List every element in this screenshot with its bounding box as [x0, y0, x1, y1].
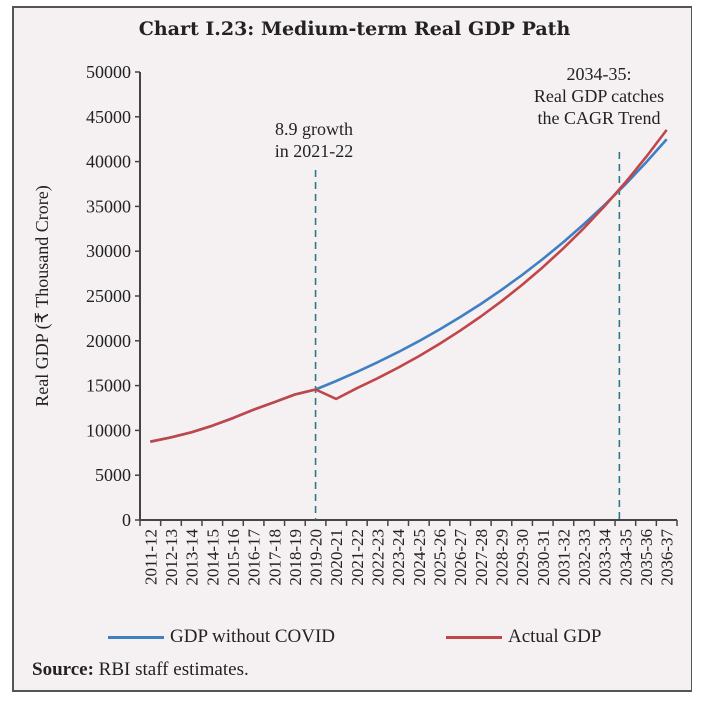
- y-tick-label: 15000: [86, 376, 131, 396]
- x-tick-label: 2018-19: [286, 529, 305, 586]
- x-tick-label: 2030-31: [534, 529, 553, 586]
- x-tick-label: 2034-35: [616, 529, 635, 586]
- x-tick-label: 2012-13: [162, 529, 181, 586]
- x-tick-label: 2031-32: [554, 529, 573, 586]
- x-tick-label: 2028-29: [492, 529, 511, 586]
- legend-item-gdp-without-covid: GDP without COVID: [108, 626, 335, 648]
- annotation-text: in 2021-22: [275, 141, 354, 161]
- x-tick-label: 2033-34: [596, 529, 615, 586]
- x-tick-label: 2029-30: [513, 529, 532, 586]
- x-tick-label: 2017-18: [265, 529, 284, 586]
- y-tick-label: 45000: [86, 107, 131, 127]
- x-tick-label: 2016-17: [245, 529, 264, 586]
- annotation-text: the CAGR Trend: [537, 108, 660, 128]
- legend-label: GDP without COVID: [170, 626, 336, 647]
- y-tick-label: 35000: [86, 196, 131, 216]
- x-tick-label: 2015-16: [224, 529, 243, 586]
- source-text: RBI staff estimates.: [93, 659, 249, 680]
- y-axis: 0 5000 10000 15000 20000 25000 30000 35000 40000…: [86, 62, 141, 530]
- x-tick-label: 2020-21: [327, 529, 346, 586]
- legend-item-actual-gdp: Actual GDP: [446, 626, 601, 648]
- y-tick-label: 20000: [86, 331, 131, 351]
- annotation-text: Real GDP catches: [534, 86, 664, 106]
- legend-label: Actual GDP: [508, 626, 602, 647]
- chart-frame: [12, 6, 692, 692]
- x-tick-label: 2011-12: [141, 529, 160, 585]
- legend-swatch-blue: [108, 635, 164, 639]
- x-tick-label: 2025-26: [430, 529, 449, 586]
- series-lines: [150, 129, 668, 443]
- x-tick-label: 2032-33: [575, 529, 594, 586]
- y-axis-label: Real GDP (₹ Thousand Crore): [32, 185, 53, 406]
- x-tick-label: 2013-14: [183, 529, 202, 586]
- y-tick-label: 40000: [86, 152, 131, 172]
- x-tick-label: 2026-27: [451, 529, 470, 586]
- x-tick-label: 2036-37: [658, 529, 677, 586]
- x-tick-label: 2035-36: [637, 529, 656, 586]
- source-note: Source: RBI staff estimates.: [32, 659, 249, 681]
- y-tick-label: 30000: [86, 241, 131, 261]
- y-tick-label: 25000: [86, 286, 131, 306]
- series-line-actual-gdp: [150, 129, 668, 443]
- chart-title: Chart I.23: Medium-term Real GDP Path: [138, 18, 571, 40]
- legend-swatch-red: [446, 635, 502, 639]
- x-tick-label: 2023-24: [389, 529, 408, 586]
- x-tick-label: 2014-15: [203, 529, 222, 586]
- x-axis: 2011-12 2012-13 2013-14 2014-15 2015-16 2016-…: [139, 519, 678, 586]
- y-tick-label: 0: [122, 510, 131, 530]
- x-tick-label: 2027-28: [472, 529, 491, 586]
- annotation-text: 2034-35:: [567, 64, 632, 84]
- x-tick-label: 2021-22: [348, 529, 367, 586]
- y-tick-label: 5000: [95, 465, 131, 485]
- x-tick-label: 2022-23: [369, 529, 388, 586]
- y-tick-label: 50000: [86, 62, 131, 82]
- annotation-text: 8.9 growth: [275, 119, 353, 139]
- legend: GDP without COVID Actual GDP: [0, 626, 709, 650]
- source-label: Source:: [32, 659, 94, 680]
- x-tick-label: 2024-25: [410, 529, 429, 586]
- y-tick-label: 10000: [86, 420, 131, 440]
- series-line-gdp-without-covid: [150, 138, 668, 443]
- x-tick-label: 2019-20: [307, 529, 326, 586]
